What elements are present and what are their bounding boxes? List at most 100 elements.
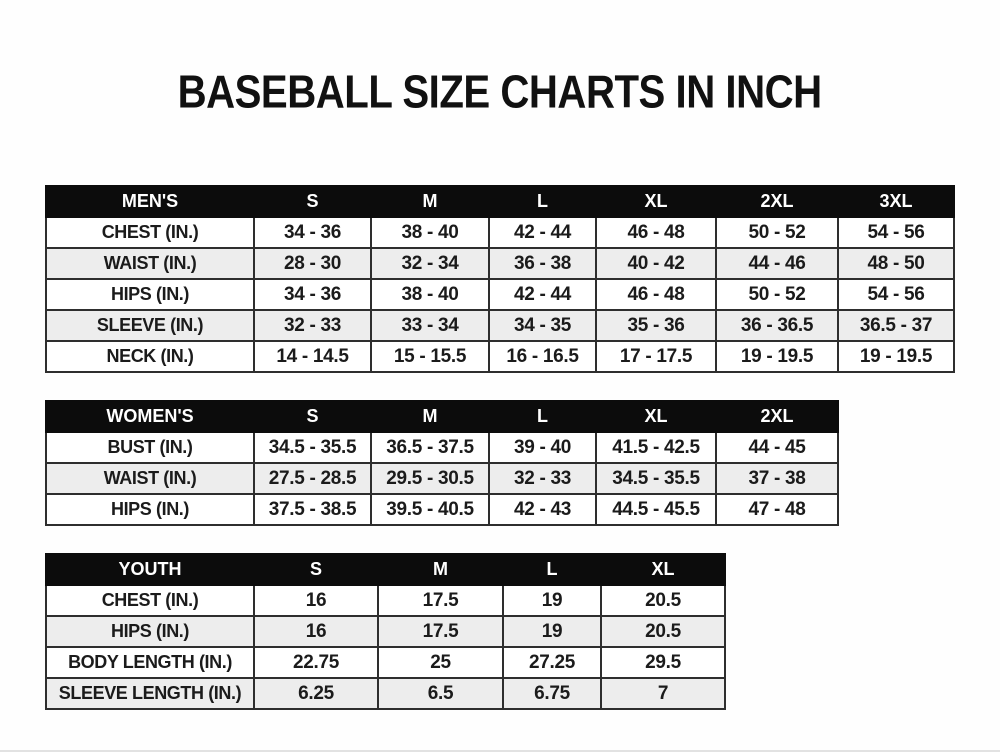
measurement-label-cell: WAIST (IN.) (45, 462, 255, 495)
size-value-cell: 44 - 46 (715, 247, 839, 280)
page-title-text: BASEBALL SIZE CHARTS IN INCH (177, 66, 823, 118)
size-value-cell: 36 - 38 (488, 247, 597, 280)
bottom-edge-line (0, 750, 1000, 752)
size-value-cell: 6.5 (377, 677, 504, 710)
size-value-cell: 44.5 - 45.5 (595, 493, 717, 526)
size-column-header-cell: M (370, 185, 490, 218)
size-value-cell: 19 (502, 615, 602, 648)
size-value-cell: 14 - 14.5 (253, 340, 372, 373)
size-value-cell: 38 - 40 (370, 278, 490, 311)
size-value-cell: 32 - 34 (370, 247, 490, 280)
measurement-label-cell: NECK (IN.) (45, 340, 255, 373)
size-value-cell: 44 - 45 (715, 431, 839, 464)
size-value-cell: 39.5 - 40.5 (370, 493, 490, 526)
measurement-label-cell: SLEEVE (IN.) (45, 309, 255, 342)
measurement-label-cell: SLEEVE LENGTH (IN.) (45, 677, 255, 710)
size-table-youth: YOUTH S M L XL CHEST (IN.) 16 17.5 19 20.5 HIPS (I… (45, 553, 726, 710)
size-value-cell: 36.5 - 37.5 (370, 431, 490, 464)
measurement-label-cell: CHEST (IN.) (45, 584, 255, 617)
size-value-cell: 33 - 34 (370, 309, 490, 342)
size-value-cell: 50 - 52 (715, 216, 839, 249)
table-header-row: YOUTH S M L XL (45, 553, 726, 586)
size-column-header-cell: XL (600, 553, 726, 586)
measurement-label-cell: CHEST (IN.) (45, 216, 255, 249)
measurement-label-cell: HIPS (IN.) (45, 615, 255, 648)
table-row: BUST (IN.) 34.5 - 35.5 36.5 - 37.5 39 - 40 4… (45, 431, 839, 464)
size-value-cell: 32 - 33 (488, 462, 597, 495)
table-row: WAIST (IN.) 28 - 30 32 - 34 36 - 38 40 - 42 4… (45, 247, 955, 280)
size-value-cell: 27.5 - 28.5 (253, 462, 372, 495)
size-value-cell: 16 (253, 584, 379, 617)
size-value-cell: 54 - 56 (837, 278, 955, 311)
table-row: HIPS (IN.) 16 17.5 19 20.5 (45, 615, 726, 648)
size-value-cell: 15 - 15.5 (370, 340, 490, 373)
size-table-mens: MEN'S S M L XL 2XL 3XL CHEST (IN.) 34 - 36 38 - 4… (45, 185, 955, 373)
size-value-cell: 41.5 - 42.5 (595, 431, 717, 464)
size-value-cell: 16 (253, 615, 379, 648)
measurement-label-cell: BUST (IN.) (45, 431, 255, 464)
size-value-cell: 39 - 40 (488, 431, 597, 464)
size-value-cell: 34.5 - 35.5 (595, 462, 717, 495)
size-value-cell: 34.5 - 35.5 (253, 431, 372, 464)
size-value-cell: 42 - 44 (488, 278, 597, 311)
table-row: CHEST (IN.) 34 - 36 38 - 40 42 - 44 46 - 48 5… (45, 216, 955, 249)
measurement-label-cell: WAIST (IN.) (45, 247, 255, 280)
size-value-cell: 17.5 (377, 584, 504, 617)
table-group-title-cell: WOMEN'S (45, 400, 255, 433)
size-table-womens: WOMEN'S S M L XL 2XL BUST (IN.) 34.5 - 35.5 36.5… (45, 400, 839, 526)
size-value-cell: 38 - 40 (370, 216, 490, 249)
size-value-cell: 48 - 50 (837, 247, 955, 280)
size-value-cell: 17 - 17.5 (595, 340, 717, 373)
size-value-cell: 35 - 36 (595, 309, 717, 342)
table-row: NECK (IN.) 14 - 14.5 15 - 15.5 16 - 16.5 17 … (45, 340, 955, 373)
size-value-cell: 34 - 35 (488, 309, 597, 342)
table-row: WAIST (IN.) 27.5 - 28.5 29.5 - 30.5 32 - 33… (45, 462, 839, 495)
size-column-header-cell: L (488, 400, 597, 433)
size-value-cell: 37 - 38 (715, 462, 839, 495)
size-value-cell: 37.5 - 38.5 (253, 493, 372, 526)
size-value-cell: 22.75 (253, 646, 379, 679)
table-row: CHEST (IN.) 16 17.5 19 20.5 (45, 584, 726, 617)
size-value-cell: 16 - 16.5 (488, 340, 597, 373)
size-column-header-cell: 3XL (837, 185, 955, 218)
size-column-header-cell: M (370, 400, 490, 433)
size-column-header-cell: S (253, 400, 372, 433)
size-value-cell: 29.5 - 30.5 (370, 462, 490, 495)
table-row: HIPS (IN.) 37.5 - 38.5 39.5 - 40.5 42 - 43 4… (45, 493, 839, 526)
size-value-cell: 50 - 52 (715, 278, 839, 311)
size-value-cell: 46 - 48 (595, 278, 717, 311)
measurement-label-cell: HIPS (IN.) (45, 493, 255, 526)
table-group-title-cell: MEN'S (45, 185, 255, 218)
size-value-cell: 42 - 43 (488, 493, 597, 526)
size-column-header-cell: 2XL (715, 185, 839, 218)
size-value-cell: 19 - 19.5 (715, 340, 839, 373)
size-column-header-cell: XL (595, 185, 717, 218)
size-value-cell: 34 - 36 (253, 216, 372, 249)
size-column-header-cell: S (253, 185, 372, 218)
size-value-cell: 40 - 42 (595, 247, 717, 280)
size-column-header-cell: S (253, 553, 379, 586)
size-value-cell: 20.5 (600, 615, 726, 648)
size-value-cell: 6.75 (502, 677, 602, 710)
size-value-cell: 6.25 (253, 677, 379, 710)
size-column-header-cell: L (502, 553, 602, 586)
size-value-cell: 17.5 (377, 615, 504, 648)
size-value-cell: 27.25 (502, 646, 602, 679)
size-value-cell: 20.5 (600, 584, 726, 617)
size-value-cell: 7 (600, 677, 726, 710)
table-row: SLEEVE LENGTH (IN.) 6.25 6.5 6.75 7 (45, 677, 726, 710)
size-value-cell: 19 (502, 584, 602, 617)
measurement-label-cell: HIPS (IN.) (45, 278, 255, 311)
size-column-header-cell: 2XL (715, 400, 839, 433)
size-column-header-cell: XL (595, 400, 717, 433)
size-value-cell: 47 - 48 (715, 493, 839, 526)
page-title: BASEBALL SIZE CHARTS IN INCH (0, 66, 1000, 118)
table-row: SLEEVE (IN.) 32 - 33 33 - 34 34 - 35 35 - 36… (45, 309, 955, 342)
size-value-cell: 25 (377, 646, 504, 679)
table-row: BODY LENGTH (IN.) 22.75 25 27.25 29.5 (45, 646, 726, 679)
size-value-cell: 46 - 48 (595, 216, 717, 249)
measurement-label-cell: BODY LENGTH (IN.) (45, 646, 255, 679)
size-value-cell: 19 - 19.5 (837, 340, 955, 373)
size-value-cell: 36.5 - 37 (837, 309, 955, 342)
